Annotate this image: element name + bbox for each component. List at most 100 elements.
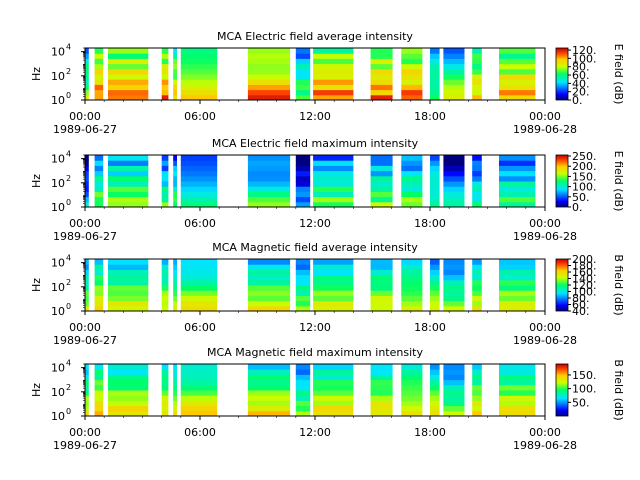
data-column-band [499,405,536,412]
y-tick-exponent: 4 [66,43,71,52]
data-column-band [370,53,393,59]
data-column-band [247,79,291,85]
data-column-band [85,305,89,312]
data-column-band [180,290,218,296]
data-column-band [85,74,89,80]
data-column-band [173,374,177,381]
data-column-band [430,68,440,75]
data-column-band [443,259,465,265]
data-column-band [313,379,354,386]
data-column-band [295,63,311,70]
data-column-band [401,259,423,265]
x-tick-time-label: 00:00 [529,426,561,439]
data-column-band [94,369,104,375]
data-column-band [443,165,465,172]
data-column-band [85,175,89,182]
y-axis-label: Hz [30,383,43,397]
data-column-band [401,410,423,417]
data-column-band [173,300,177,307]
y-tick-label: 10 [51,94,65,107]
y-tick-exponent: 0 [66,91,71,100]
data-column-band [472,94,482,101]
data-column-band [161,58,169,65]
colorbar-tick-label: 80. [572,292,590,305]
data-column-band [401,290,423,296]
data-column-band [313,155,354,161]
data-column-band [430,175,440,182]
data-column-band [295,201,311,208]
data-column-band [472,369,482,375]
data-column-band [443,155,465,161]
data-column-band [472,305,482,312]
data-column-band [443,369,465,375]
data-column-band [173,295,177,302]
data-column-band [161,48,169,54]
data-column-band [370,79,393,85]
chart-title: MCA Electric field average intensity [217,30,413,43]
colorbar-tick-label: 160. [572,266,597,279]
data-column-band [499,155,536,161]
data-column-band [94,170,104,177]
data-column-band [247,175,291,182]
data-column-band [85,290,89,296]
data-column-band [161,186,169,192]
data-column-band [173,410,177,417]
data-column-band [295,58,311,65]
data-column-band [247,191,291,198]
data-column-band [85,400,89,407]
data-column-band [313,410,354,417]
data-column-band [161,295,169,302]
data-column-band [499,305,536,312]
data-column-band [85,186,89,192]
chart-title: MCA Electric field maximum intensity [212,137,419,150]
data-column-band [443,58,465,65]
data-column-band [370,290,393,296]
data-column-band [85,68,89,75]
data-column-band [161,79,169,85]
data-column-band [94,300,104,307]
y-tick-label: 10 [51,201,65,214]
data-column-band [472,290,482,296]
data-column-band [94,269,104,276]
data-column-band [247,279,291,286]
data-column-band [85,48,89,54]
data-column-band [173,53,177,59]
data-column-band [247,63,291,70]
data-column-band [401,79,423,85]
data-column-band [108,155,149,161]
data-column-band [370,63,393,70]
data-column-band [313,186,354,192]
data-column-band [247,68,291,75]
data-column-band [108,364,149,370]
data-column-band [161,274,169,281]
data-column-band [85,89,89,96]
colorbar-tick-label: 0. [572,94,583,107]
data-column-band [85,165,89,172]
data-column-band [430,285,440,291]
data-column-band [180,63,218,70]
y-tick-exponent: 0 [66,198,71,207]
data-column-band [247,405,291,412]
data-column-band [499,48,536,54]
data-column-band [370,48,393,54]
colorbar-tick-label: 100. [572,52,597,65]
x-tick-time-label: 00:00 [69,426,101,439]
data-column-band [173,201,177,208]
data-column-band [499,410,536,417]
data-column-band [401,264,423,270]
data-column-band [94,68,104,75]
data-column-band [499,285,536,291]
data-column-band [94,379,104,386]
data-column-band [499,395,536,401]
data-column-band [173,384,177,391]
data-column-band [443,191,465,198]
data-column-band [108,63,149,70]
data-column-band [295,165,311,172]
data-column-band [370,201,393,208]
data-column-band [443,186,465,192]
data-column-band [173,94,177,101]
colorbar-tick-label: 60. [572,299,590,312]
data-column-band [295,384,311,391]
data-column-band [85,160,89,166]
data-column-band [499,201,536,208]
